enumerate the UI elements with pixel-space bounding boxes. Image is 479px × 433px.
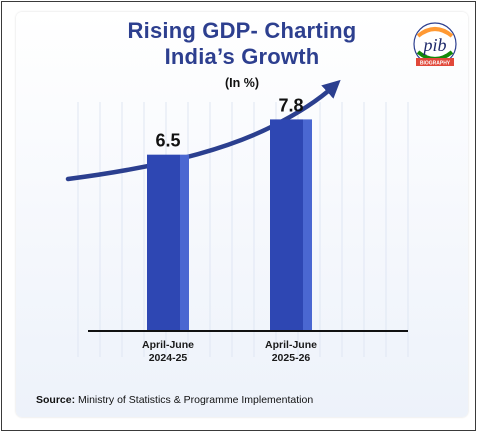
bar-1-side (180, 154, 189, 331)
source-note: Source: Ministry of Statistics & Program… (36, 394, 313, 406)
chart-title-line-2: India’s Growth (164, 44, 320, 69)
logo-banner-text: BIOGRAPHY (420, 61, 451, 67)
trend-arrow-icon (65, 79, 341, 182)
pib-logo-icon: pib BIOGRAPHY (413, 22, 457, 67)
category-label-1-line-2: 2024-25 (149, 352, 188, 364)
logo-text: pib (421, 35, 446, 55)
bar-1 (147, 154, 180, 331)
value-label-1: 6.5 (155, 131, 180, 151)
bar-2-side (303, 119, 312, 331)
source-label: Source: (36, 394, 76, 406)
unit-label: (In %) (224, 76, 260, 90)
source-text: Ministry of Statistics & Programme Imple… (75, 394, 314, 406)
bars-group (147, 119, 312, 331)
chart-title-line-1: Rising GDP- Charting (127, 18, 357, 43)
infographic-card: Rising GDP- Charting India’s Growth (In … (16, 12, 468, 417)
bar-2 (270, 119, 303, 331)
value-label-2: 7.8 (278, 95, 303, 115)
category-label-1-line-1: April-June (142, 339, 194, 351)
category-label-2-line-1: April-June (265, 339, 317, 351)
category-label-2-line-2: 2025-26 (272, 352, 311, 364)
